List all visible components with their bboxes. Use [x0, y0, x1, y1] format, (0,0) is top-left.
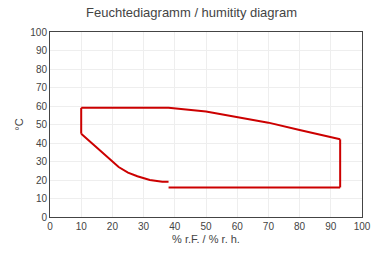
svg-text:30: 30	[138, 221, 150, 232]
svg-text:0: 0	[47, 221, 53, 232]
svg-text:40: 40	[169, 221, 181, 232]
svg-text:90: 90	[325, 221, 337, 232]
svg-text:60: 60	[232, 221, 244, 232]
svg-text:80: 80	[36, 64, 48, 75]
svg-text:30: 30	[36, 156, 48, 167]
svg-text:°C: °C	[13, 118, 25, 130]
svg-text:0: 0	[41, 212, 47, 223]
svg-text:60: 60	[36, 101, 48, 112]
svg-text:80: 80	[294, 221, 306, 232]
svg-text:Feuchtediagramm / humitity dia: Feuchtediagramm / humitity diagram	[86, 5, 297, 20]
svg-text:100: 100	[30, 27, 47, 38]
svg-text:50: 50	[36, 119, 48, 130]
svg-text:20: 20	[36, 175, 48, 186]
svg-text:% r.F. / % r. h.: % r.F. / % r. h.	[172, 233, 240, 245]
svg-text:40: 40	[36, 138, 48, 149]
svg-text:100: 100	[354, 221, 371, 232]
svg-text:50: 50	[200, 221, 212, 232]
svg-text:90: 90	[36, 45, 48, 56]
svg-text:10: 10	[76, 221, 88, 232]
svg-text:20: 20	[107, 221, 119, 232]
svg-text:70: 70	[36, 82, 48, 93]
svg-text:70: 70	[263, 221, 275, 232]
svg-text:10: 10	[36, 193, 48, 204]
